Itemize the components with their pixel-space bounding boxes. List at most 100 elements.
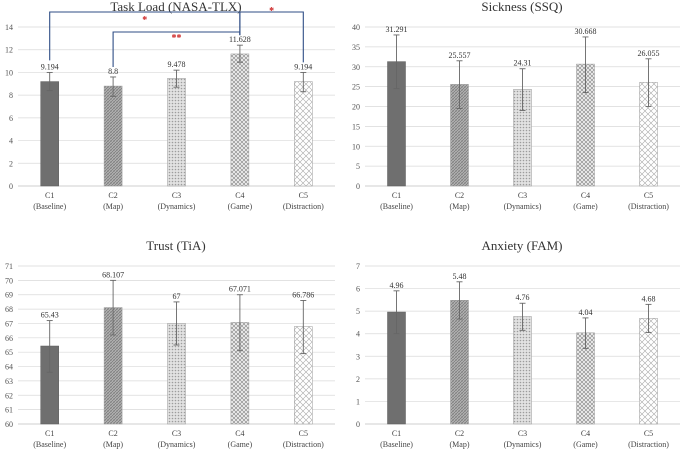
y-tick-label: 0 <box>356 420 360 429</box>
y-tick-label: 10 <box>5 68 13 77</box>
y-tick-label: 71 <box>5 262 13 271</box>
y-tick-label: 69 <box>5 291 13 300</box>
chart-title: Task Load (NASA-TLX) <box>110 0 241 14</box>
x-tick-sublabel: (Dynamics) <box>158 440 196 449</box>
x-tick-label: C4 <box>581 429 590 438</box>
bar <box>513 316 532 425</box>
y-tick-label: 62 <box>5 391 13 400</box>
x-tick-sublabel: (Dynamics) <box>158 202 196 211</box>
y-tick-label: 14 <box>5 23 13 32</box>
bar <box>230 53 250 187</box>
y-tick-label: 70 <box>5 276 13 285</box>
chart-title: Anxiety (FAM) <box>481 238 562 253</box>
x-tick-sublabel: (Game) <box>228 440 253 449</box>
bar <box>639 318 658 425</box>
y-tick-label: 5 <box>356 307 360 316</box>
data-label: 4.68 <box>642 294 656 303</box>
data-label: 25.557 <box>449 51 471 60</box>
y-tick-label: 61 <box>5 406 13 415</box>
x-tick-label: C2 <box>108 191 117 200</box>
x-tick-sublabel: (Baseline) <box>380 440 413 449</box>
y-tick-label: 40 <box>352 23 360 32</box>
y-tick-label: 67 <box>5 319 13 328</box>
x-tick-sublabel: (Game) <box>573 202 598 211</box>
x-tick-sublabel: (Distraction) <box>628 202 669 211</box>
significance-marker: * <box>142 15 147 26</box>
significance-marker: ** <box>172 33 182 44</box>
y-tick-label: 4 <box>9 137 13 146</box>
y-tick-label: 1 <box>356 397 360 406</box>
x-tick-label: C2 <box>455 429 464 438</box>
x-tick-label: C1 <box>45 429 54 438</box>
y-tick-label: 35 <box>352 43 360 52</box>
bar <box>40 81 59 187</box>
x-tick-label: C5 <box>644 429 653 438</box>
data-label: 11.628 <box>229 35 251 44</box>
y-tick-label: 20 <box>352 103 360 112</box>
data-label: 31.291 <box>386 25 408 34</box>
x-tick-sublabel: (Map) <box>103 440 123 449</box>
y-tick-label: 66 <box>5 334 13 343</box>
data-label: 24.31 <box>514 59 532 68</box>
y-tick-label: 2 <box>356 375 360 384</box>
y-tick-label: 12 <box>5 46 13 55</box>
x-tick-label: C5 <box>644 191 653 200</box>
y-tick-label: 5 <box>356 162 360 171</box>
x-tick-sublabel: (Dynamics) <box>504 202 542 211</box>
x-tick-sublabel: (Baseline) <box>380 202 413 211</box>
data-label: 9.478 <box>168 60 186 69</box>
data-label: 4.76 <box>516 293 530 302</box>
x-tick-label: C2 <box>108 429 117 438</box>
data-label: 9.194 <box>41 62 59 71</box>
x-tick-sublabel: (Distraction) <box>283 440 324 449</box>
y-tick-label: 65 <box>5 348 13 357</box>
x-tick-label: C3 <box>172 191 181 200</box>
data-label: 5.48 <box>453 272 467 281</box>
data-label: 30.668 <box>575 27 597 36</box>
y-tick-label: 0 <box>356 182 360 191</box>
bar <box>103 85 123 187</box>
y-tick-label: 25 <box>352 83 360 92</box>
x-tick-label: C1 <box>392 191 401 200</box>
y-tick-label: 2 <box>9 159 13 168</box>
y-tick-label: 3 <box>356 352 360 361</box>
y-tick-label: 8 <box>9 91 13 100</box>
significance-marker: * <box>269 6 274 17</box>
x-tick-sublabel: (Baseline) <box>33 202 66 211</box>
x-tick-label: C3 <box>172 429 181 438</box>
chart-anxiety: Anxiety (FAM) 0 1 2 3 4 5 6 7 4.96 5.48 4.76 4.04 4… <box>356 238 680 449</box>
data-label: 67.071 <box>229 285 251 294</box>
data-label: 65.43 <box>41 311 59 320</box>
data-label: 26.055 <box>638 49 660 58</box>
y-tick-label: 6 <box>9 114 13 123</box>
significance-bracket <box>239 11 304 63</box>
x-tick-sublabel: (Map) <box>103 202 123 211</box>
x-tick-sublabel: (Distraction) <box>628 440 669 449</box>
x-tick-sublabel: (Distraction) <box>283 202 324 211</box>
y-tick-label: 10 <box>352 142 360 151</box>
x-tick-sublabel: (Map) <box>450 440 470 449</box>
x-tick-label: C2 <box>455 191 464 200</box>
y-tick-label: 64 <box>5 363 13 372</box>
y-tick-label: 68 <box>5 305 13 314</box>
chart-trust: Trust (TiA) 60 61 62 63 64 65 66 67 68 69 70 71 65.… <box>5 238 335 449</box>
chart-sickness: Sickness (SSQ) 0 5 10 15 20 25 30 35 40 31.291 25… <box>352 0 680 211</box>
x-tick-sublabel: (Game) <box>573 440 598 449</box>
x-tick-label: C4 <box>581 191 590 200</box>
x-tick-label: C3 <box>518 191 527 200</box>
chart-title: Sickness (SSQ) <box>481 0 562 14</box>
x-tick-sublabel: (Baseline) <box>33 440 66 449</box>
y-tick-label: 7 <box>356 262 360 271</box>
bar <box>294 81 313 187</box>
y-tick-label: 0 <box>9 182 13 191</box>
x-tick-label: C4 <box>235 429 244 438</box>
x-tick-sublabel: (Game) <box>228 202 253 211</box>
y-tick-label: 30 <box>352 63 360 72</box>
data-label: 8.8 <box>108 67 118 76</box>
y-tick-label: 63 <box>5 377 13 386</box>
data-label: 4.04 <box>579 308 593 317</box>
data-label: 4.96 <box>390 281 404 290</box>
y-tick-label: 6 <box>356 285 360 294</box>
x-tick-label: C4 <box>235 191 244 200</box>
